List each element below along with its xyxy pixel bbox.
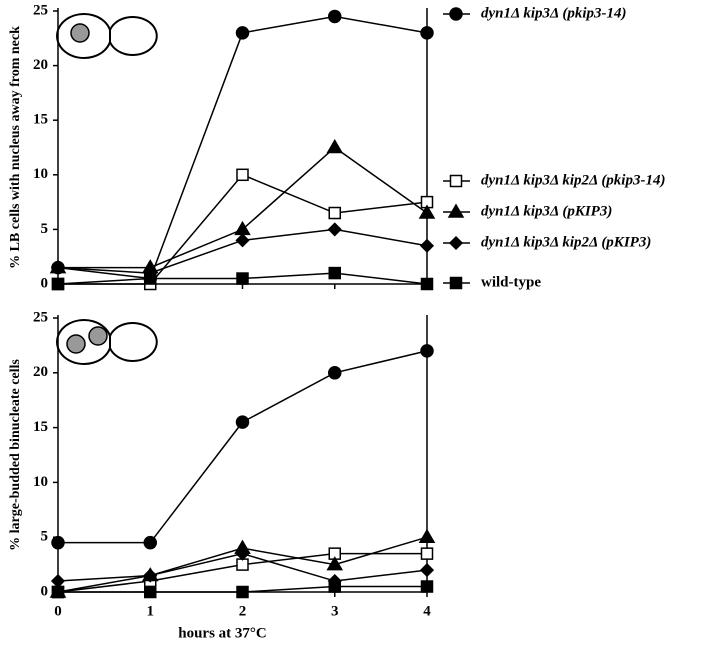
x-tick-label: 0 [54,603,62,619]
marker [420,26,434,40]
y-tick-label: 15 [33,112,48,128]
marker [236,272,249,285]
marker [144,272,157,285]
marker [326,556,344,571]
legend-marker [448,235,464,251]
marker [143,535,157,550]
marker [143,568,158,583]
y-axis-label: % large-budded binucleate cells [8,359,23,551]
marker [51,585,65,599]
marker [144,585,157,599]
y-tick-label: 0 [41,275,49,291]
series-line [58,146,428,269]
marker [235,415,250,429]
series-line [58,350,428,544]
marker [419,563,435,578]
x-tick-label: 3 [331,603,339,619]
marker [235,546,250,561]
legend-label: dyn1Δ kip3Δ kip2Δ (pkip3-14) [481,172,665,188]
x-axis-label: hours at 37°C [178,625,267,641]
marker [50,573,66,589]
marker [418,204,436,219]
legend-label: wild-type [481,274,541,290]
cell-icon-bottom [56,319,158,365]
y-tick-label: 20 [33,57,48,73]
legend-marker [449,174,463,188]
legend-label: dyn1Δ kip3Δ (pKIP3) [481,203,612,219]
marker [50,260,66,275]
marker [236,168,249,182]
y-tick-label: 25 [33,2,48,18]
y-tick-label: 10 [33,166,48,182]
marker [51,535,65,550]
marker [419,238,435,253]
legend-label: dyn1Δ kip3Δ (pkip3-14) [481,5,626,21]
marker [420,344,434,358]
marker [235,233,250,248]
y-tick-label: 5 [41,529,49,545]
x-tick-label: 1 [147,603,155,619]
y-tick-label: 10 [33,474,48,490]
legend-marker [447,203,465,218]
y-tick-label: 25 [33,309,48,325]
marker [328,9,342,24]
y-tick-label: 20 [33,364,48,380]
marker [235,26,250,40]
marker [328,580,341,593]
marker [328,366,342,380]
x-tick-label: 4 [423,603,431,619]
x-tick-label: 2 [239,603,247,619]
marker [328,206,341,220]
marker [420,277,434,291]
marker [420,547,434,560]
marker [326,139,344,154]
marker [327,222,342,237]
legend-marker [449,276,463,290]
legend-label: dyn1Δ kip3Δ kip2Δ (pKIP3) [481,234,651,250]
marker [236,558,249,571]
y-tick-label: 5 [41,221,49,237]
cell-icon-top [56,13,158,59]
marker [418,528,436,543]
y-tick-label: 0 [41,583,49,599]
marker [236,585,249,599]
marker [328,266,341,280]
y-axis-label: % LB cells with nucleus away from neck [8,26,23,269]
marker [420,580,434,593]
marker [51,277,65,291]
y-tick-label: 15 [33,419,48,435]
legend-marker [449,7,463,21]
